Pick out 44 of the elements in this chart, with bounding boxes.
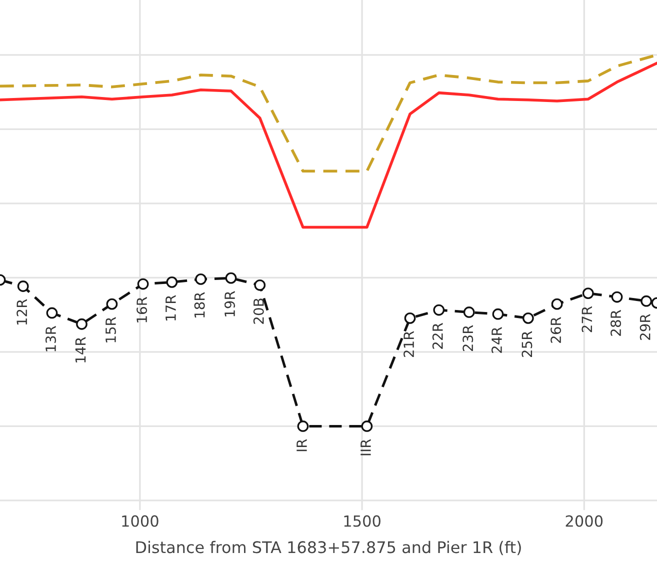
annotation: 17R <box>166 295 176 320</box>
point <box>166 276 178 288</box>
annotation: IIR <box>360 439 371 456</box>
annotation: IR <box>296 439 307 452</box>
annotation: 23R <box>462 325 474 352</box>
annotation: 27R <box>582 306 592 332</box>
x-tick-label: 1000 <box>122 515 158 527</box>
point <box>195 274 206 285</box>
point <box>582 288 594 299</box>
annotation: 22R <box>432 322 443 349</box>
point <box>76 318 88 330</box>
point <box>551 298 563 310</box>
x-tick-label: 2000 <box>566 515 603 527</box>
point <box>404 312 416 324</box>
annotation: 13R <box>46 326 56 352</box>
annotation: 15R <box>106 316 116 342</box>
point <box>225 272 237 284</box>
annotation: 24R <box>491 326 502 353</box>
annotation: 20B <box>253 298 264 324</box>
annotation: 29R <box>640 314 650 340</box>
annotation: 12R <box>16 299 27 325</box>
point <box>46 307 58 319</box>
annotation: 25R <box>522 331 532 357</box>
point <box>492 308 504 320</box>
point <box>640 295 652 307</box>
point <box>137 278 149 290</box>
point <box>106 298 118 310</box>
point <box>611 291 623 303</box>
annotation: 14R <box>75 337 86 362</box>
annotation: 21R <box>404 331 414 357</box>
x-axis-title: Distance from STA 1683+57.875 and Pier 1R (ft) <box>136 540 521 556</box>
point <box>463 306 475 318</box>
annotation: 19R <box>224 290 236 316</box>
point <box>522 312 534 324</box>
x-tick-label: 1500 <box>344 515 380 527</box>
point <box>297 420 309 432</box>
annotation: 28R <box>610 310 622 336</box>
annotation: 26R <box>550 316 562 343</box>
point <box>17 280 29 292</box>
point <box>254 279 266 291</box>
annotation: 16R <box>136 296 148 322</box>
point <box>433 304 445 316</box>
annotation: 18R <box>194 292 205 318</box>
point <box>361 420 373 432</box>
